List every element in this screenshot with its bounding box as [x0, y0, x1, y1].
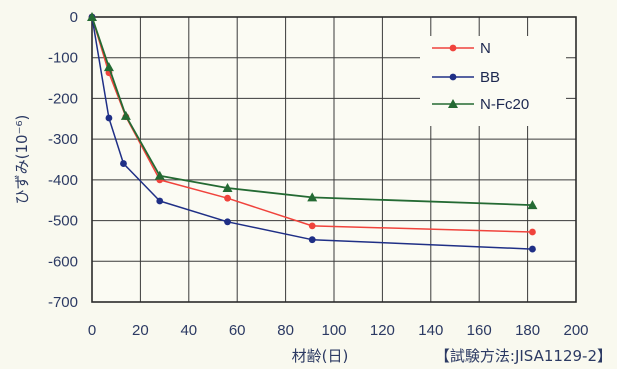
x-tick-label: 180 [515, 322, 540, 339]
legend-label: N [480, 40, 491, 57]
y-tick-label: 0 [70, 9, 78, 26]
y-tick-label: -400 [48, 172, 78, 189]
x-tick-label: 20 [132, 322, 149, 339]
data-point [224, 218, 231, 226]
legend-label: N-Fc20 [480, 96, 529, 113]
y-tick-labels: 0 -100 -200 -300 -400 -500 -600 -700 [48, 9, 78, 311]
legend: N BB N-Fc20 [420, 36, 566, 126]
axes [91, 16, 577, 303]
x-axis-label: 材齢(日) [292, 347, 349, 365]
test-method-note: 【試験方法:JISA1129-2】 [435, 347, 612, 365]
x-tick-label: 0 [88, 322, 96, 339]
data-point [308, 222, 316, 230]
y-tick-label: -600 [48, 253, 78, 270]
legend-marker [449, 44, 457, 52]
y-tick-label: -100 [48, 50, 78, 67]
data-point [222, 183, 233, 192]
legend-marker [448, 99, 458, 108]
data-point [87, 12, 97, 21]
legend-item: N-Fc20 [432, 96, 529, 113]
series-layer [87, 12, 538, 253]
y-axis-label: ひずみ(10⁻⁶) [13, 115, 31, 205]
y-tick-label: -700 [48, 294, 78, 311]
data-point [120, 110, 131, 120]
legend-label: BB [480, 69, 500, 86]
x-tick-label: 100 [321, 322, 346, 339]
data-point [529, 245, 536, 253]
x-tick-labels: 0 20 40 60 80 100 120 140 160 180 200 [88, 322, 589, 339]
y-tick-label: -300 [48, 131, 78, 148]
data-point [105, 114, 113, 122]
x-tick-label: 160 [467, 322, 492, 339]
x-tick-label: 60 [229, 322, 246, 339]
legend-box [420, 36, 566, 126]
data-point [529, 228, 536, 236]
data-point [154, 170, 165, 180]
x-tick-label: 80 [277, 322, 294, 339]
y-tick-label: -200 [48, 90, 78, 107]
data-point [527, 200, 538, 210]
series-n-fc20 [87, 12, 538, 210]
x-tick-label: 140 [418, 322, 443, 339]
x-tick-label: 200 [563, 322, 588, 339]
legend-item: BB [432, 69, 500, 86]
data-point [156, 197, 164, 205]
data-point [308, 236, 316, 244]
plot-frame [91, 16, 577, 303]
y-tick-label: -500 [48, 213, 78, 230]
data-point [224, 194, 231, 202]
data-point [307, 192, 318, 202]
legend-marker [449, 73, 457, 81]
data-point [103, 62, 114, 72]
data-point [120, 160, 127, 167]
legend-item: N [432, 40, 491, 57]
x-tick-label: 40 [180, 322, 197, 339]
x-tick-label: 120 [370, 322, 395, 339]
